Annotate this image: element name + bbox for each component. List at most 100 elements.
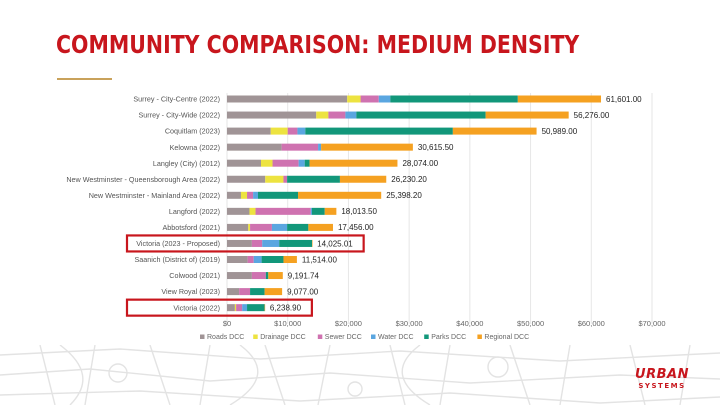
bar-segment xyxy=(257,191,299,199)
category-label: View Royal (2023) xyxy=(161,287,220,296)
x-tick-label: $0 xyxy=(223,319,231,328)
bar-segment xyxy=(316,111,329,119)
total-value-label: 61,601.00 xyxy=(606,95,642,104)
bar-segment xyxy=(242,304,248,312)
bar-segment xyxy=(390,95,518,103)
category-label: Langford (2022) xyxy=(169,207,220,216)
bar-segment xyxy=(240,191,248,199)
street-map-decoration xyxy=(0,345,720,405)
bar-segment xyxy=(227,111,317,119)
bar-segment xyxy=(251,239,263,247)
x-tick-label: $70,000 xyxy=(638,319,665,328)
total-value-label: 9,077.00 xyxy=(287,287,319,296)
urban-systems-logo: URBAN SYSTEMS xyxy=(632,368,692,390)
bar-segment xyxy=(298,159,305,167)
bar-segment xyxy=(264,288,283,296)
total-value-label: 28,074.00 xyxy=(402,159,438,168)
bar-segment xyxy=(265,272,269,280)
bar-segment xyxy=(298,191,382,199)
bar-segment xyxy=(339,175,387,183)
category-label: Langley (City) (2012) xyxy=(153,159,220,168)
total-value-label: 25,398.20 xyxy=(386,191,422,200)
highlight-box xyxy=(125,234,365,253)
bar-segment xyxy=(328,111,346,119)
bar-segment xyxy=(270,127,288,135)
bar-segment xyxy=(227,143,282,151)
bar-segment xyxy=(310,207,312,215)
bar-segment xyxy=(356,111,486,119)
bar-segment xyxy=(236,304,243,312)
bar-segment xyxy=(281,143,319,151)
bar-segment xyxy=(227,95,348,103)
total-value-label: 50,989.00 xyxy=(542,127,578,136)
legend-label: Regional DCC xyxy=(484,334,529,341)
total-value-label: 26,230.20 xyxy=(391,175,427,184)
bar-segment xyxy=(287,127,298,135)
legend-swatch xyxy=(317,334,323,339)
bar-segment xyxy=(250,223,272,231)
total-value-label: 30,615.50 xyxy=(418,143,454,152)
legend-swatch xyxy=(477,334,482,339)
bar-segment xyxy=(452,127,537,135)
x-tick-label: $40,000 xyxy=(456,319,483,328)
bar-segment xyxy=(312,207,325,215)
total-value-label: 9,191.74 xyxy=(288,271,320,280)
bar-segment xyxy=(227,272,252,280)
bar-segment xyxy=(272,159,299,167)
bar-segment xyxy=(227,304,235,312)
bar-segment xyxy=(318,143,322,151)
bar-segment xyxy=(283,175,288,183)
bar-segment xyxy=(265,175,284,183)
bar-segment xyxy=(227,256,248,263)
bar-segment xyxy=(321,143,413,151)
category-label: Victoria (2022) xyxy=(173,303,220,312)
brand-wordmark-bottom: SYSTEMS xyxy=(638,382,686,390)
bar-segment xyxy=(239,288,251,296)
bar-segment xyxy=(517,95,602,103)
bar-segment xyxy=(283,256,297,263)
bar-segment xyxy=(345,111,357,119)
total-value-label: 14,025.01 xyxy=(317,239,353,248)
bar-segment xyxy=(261,159,273,167)
bar-segment xyxy=(234,304,237,312)
x-tick-label: $30,000 xyxy=(396,319,423,328)
x-tick-label: $20,000 xyxy=(335,319,362,328)
x-tick-label: $10,000 xyxy=(274,319,301,328)
bar-segment xyxy=(253,256,262,263)
bar-segment xyxy=(227,288,240,296)
legend-label: Drainage DCC xyxy=(260,334,306,341)
bar-segment xyxy=(261,256,284,263)
legend-label: Water DCC xyxy=(378,334,414,341)
bar-segment xyxy=(485,111,569,119)
category-label: New Westminster - Mainland Area (2022) xyxy=(89,191,220,200)
bar-segment xyxy=(297,127,306,135)
x-tick-label: $60,000 xyxy=(578,319,605,328)
stacked-bar-chart: $0 $10,000 $20,000 $30,000 $40,000 $50,000 $60… xyxy=(66,93,666,341)
legend-swatch xyxy=(253,334,258,339)
bar-segment xyxy=(324,207,337,215)
bar-segment xyxy=(227,127,271,135)
category-label: Coquitlam (2023) xyxy=(165,127,220,136)
highlight-box xyxy=(125,298,313,317)
bar-segment xyxy=(247,191,254,199)
bar-segment xyxy=(251,272,266,280)
bar-segment xyxy=(250,288,265,296)
category-label: Abbotsford (2021) xyxy=(162,223,220,232)
slide-title: COMMUNITY COMPARISON: MEDIUM DENSITY xyxy=(56,30,580,59)
bar-segment xyxy=(287,175,340,183)
bar-segment xyxy=(227,159,261,167)
category-label: Surrey - City-Centre (2022) xyxy=(133,95,220,104)
legend-label: Parks DCC xyxy=(431,334,466,341)
bar-segment xyxy=(255,207,311,215)
total-value-label: 17,456.00 xyxy=(338,223,374,232)
bar-segment xyxy=(378,95,391,103)
legend-label: Roads DCC xyxy=(207,334,244,341)
bar-segment xyxy=(304,159,310,167)
bar-segment xyxy=(227,223,249,231)
legend-swatch xyxy=(200,334,205,339)
category-label: Kelowna (2022) xyxy=(170,143,220,152)
total-value-label: 18,013.50 xyxy=(341,207,377,216)
bar-segment xyxy=(227,175,266,183)
bar-segment xyxy=(227,191,241,199)
category-label: Victoria (2023 - Proposed) xyxy=(136,239,220,248)
